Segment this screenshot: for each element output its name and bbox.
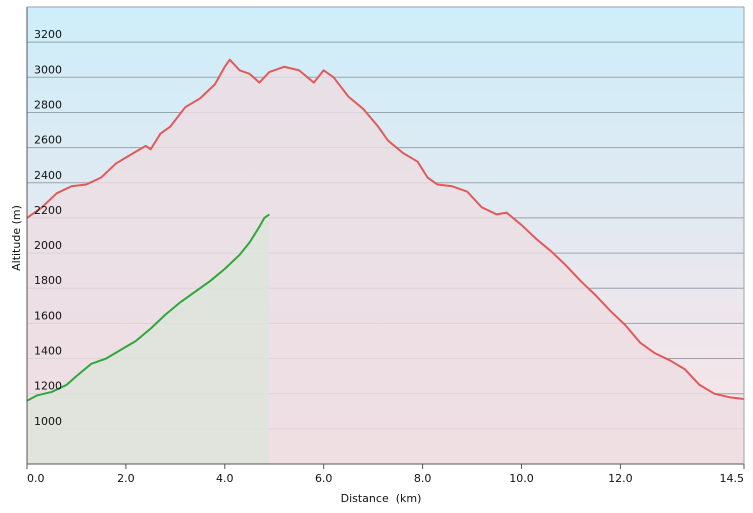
y-tick-label: 3000 bbox=[34, 63, 62, 76]
y-tick-label: 2200 bbox=[34, 204, 62, 217]
series-0-line bbox=[26, 58, 745, 400]
x-tick-label: 6.0 bbox=[315, 472, 333, 485]
y-axis-label: Altitude (m) bbox=[10, 205, 23, 271]
x-tick-label: 0.0 bbox=[27, 472, 45, 485]
x-tick-labels: 0.0 2.0 4.0 6.0 8.0 10.0 12.0 14.5 bbox=[26, 464, 745, 485]
series-layer bbox=[26, 58, 745, 464]
x-axis-label: Distance (km) bbox=[341, 492, 422, 505]
y-tick-label: 2800 bbox=[34, 98, 62, 111]
x-tick-label: 8.0 bbox=[414, 472, 432, 485]
x-tick-label: 14.5 bbox=[720, 472, 745, 485]
x-tick-label: 10.0 bbox=[509, 472, 534, 485]
series-1-line bbox=[26, 213, 270, 402]
x-tick-label: 2.0 bbox=[117, 472, 135, 485]
y-tick-label: 1800 bbox=[34, 274, 62, 287]
axes bbox=[26, 6, 745, 465]
y-tick-label: 2400 bbox=[34, 169, 62, 182]
y-tick-label: 1200 bbox=[34, 380, 62, 393]
series-1-area bbox=[27, 214, 270, 464]
y-tick-label: 1600 bbox=[34, 309, 62, 322]
y-tick-label: 2600 bbox=[34, 134, 62, 147]
x-tick-label: 4.0 bbox=[216, 472, 234, 485]
y-tick-label: 3200 bbox=[34, 28, 62, 41]
y-tick-label: 1000 bbox=[34, 415, 62, 428]
y-tick-labels: 1000 1200 1400 1600 1800 2000 2200 2400 2600 2800… bbox=[34, 28, 62, 428]
y-tick-label: 2000 bbox=[34, 239, 62, 252]
x-tick-label: 12.0 bbox=[608, 472, 633, 485]
y-tick-label: 1400 bbox=[34, 345, 62, 358]
